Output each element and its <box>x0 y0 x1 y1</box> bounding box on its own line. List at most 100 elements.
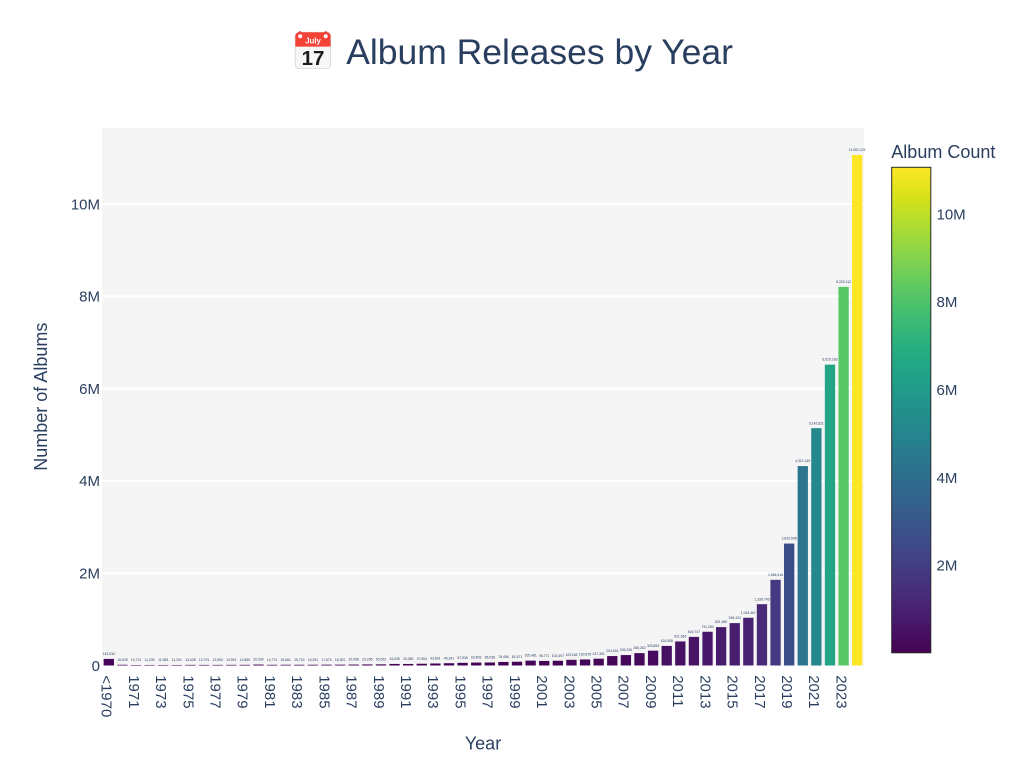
svg-text:1977: 1977 <box>206 675 223 708</box>
svg-text:521,562: 521,562 <box>674 635 686 639</box>
svg-text:2M: 2M <box>79 566 100 583</box>
svg-text:65,038: 65,038 <box>485 656 495 660</box>
svg-text:619,747: 619,747 <box>688 630 700 634</box>
svg-text:2017: 2017 <box>751 675 768 708</box>
svg-text:<1970: <1970 <box>98 675 115 717</box>
svg-text:2015: 2015 <box>724 675 741 708</box>
svg-text:6M: 6M <box>79 381 100 398</box>
svg-text:14,565: 14,565 <box>240 658 250 662</box>
svg-text:2,642,545: 2,642,545 <box>782 537 797 541</box>
svg-text:10M: 10M <box>71 196 100 213</box>
svg-text:2005: 2005 <box>587 675 604 708</box>
svg-text:143,034: 143,034 <box>103 652 115 656</box>
svg-text:5,142,811: 5,142,811 <box>809 421 824 425</box>
svg-text:76,456: 76,456 <box>498 655 508 659</box>
svg-text:20,330: 20,330 <box>253 658 263 662</box>
svg-text:81,571: 81,571 <box>512 655 522 659</box>
svg-text:4M: 4M <box>937 470 958 487</box>
svg-text:4M: 4M <box>79 473 100 490</box>
svg-text:731,254: 731,254 <box>701 625 713 629</box>
svg-text:13,608: 13,608 <box>185 658 195 662</box>
svg-text:8,203,112: 8,203,112 <box>836 280 851 284</box>
svg-text:1985: 1985 <box>315 675 332 708</box>
svg-text:37,964: 37,964 <box>417 657 427 661</box>
svg-text:2001: 2001 <box>533 675 550 708</box>
svg-text:1993: 1993 <box>424 675 441 708</box>
svg-text:57,935: 57,935 <box>457 656 467 660</box>
svg-text:102,497: 102,497 <box>552 654 564 658</box>
svg-text:1975: 1975 <box>179 675 196 708</box>
svg-text:43,801: 43,801 <box>430 657 440 661</box>
svg-text:204,631: 204,631 <box>606 649 618 653</box>
svg-text:1983: 1983 <box>288 675 305 708</box>
svg-text:Album Releases by Year: Album Releases by Year <box>346 32 733 72</box>
svg-text:16,251: 16,251 <box>308 658 318 662</box>
svg-text:63,503: 63,503 <box>471 656 481 660</box>
svg-text:123,169: 123,169 <box>565 653 577 657</box>
svg-text:12,791: 12,791 <box>199 658 209 662</box>
svg-text:2003: 2003 <box>560 675 577 708</box>
svg-text:49,341: 49,341 <box>444 656 454 660</box>
svg-text:10M: 10M <box>937 206 966 223</box>
svg-text:98,771: 98,771 <box>539 654 549 658</box>
svg-text:10,713: 10,713 <box>131 658 141 662</box>
svg-text:Album Count: Album Count <box>891 142 995 162</box>
svg-text:1,034,467: 1,034,467 <box>741 611 756 615</box>
svg-text:8M: 8M <box>937 294 958 311</box>
svg-text:23,295: 23,295 <box>362 658 372 662</box>
svg-text:6,519,183: 6,519,183 <box>822 358 837 362</box>
svg-text:2023: 2023 <box>832 675 849 708</box>
svg-text:918,424: 918,424 <box>729 616 741 620</box>
svg-text:Year: Year <box>465 734 501 754</box>
svg-text:1999: 1999 <box>506 675 523 708</box>
svg-text:13,991: 13,991 <box>226 658 236 662</box>
svg-text:0: 0 <box>92 658 100 675</box>
svg-text:2007: 2007 <box>615 675 632 708</box>
svg-text:12,954: 12,954 <box>212 658 222 662</box>
svg-text:2021: 2021 <box>805 675 822 708</box>
svg-text:1995: 1995 <box>451 675 468 708</box>
svg-text:2011: 2011 <box>669 675 686 707</box>
svg-text:1997: 1997 <box>479 675 496 708</box>
svg-text:1,856,315: 1,856,315 <box>768 573 783 577</box>
svg-text:4,321,149: 4,321,149 <box>795 459 810 463</box>
svg-text:18,391: 18,391 <box>335 658 345 662</box>
svg-text:11,583: 11,583 <box>158 658 168 662</box>
svg-text:1,328,745: 1,328,745 <box>754 597 769 601</box>
svg-text:2013: 2013 <box>696 675 713 708</box>
svg-text:1991: 1991 <box>397 675 414 708</box>
svg-text:6M: 6M <box>937 382 958 399</box>
svg-text:320,892: 320,892 <box>647 644 659 648</box>
svg-text:14,774: 14,774 <box>267 658 277 662</box>
svg-text:268,262: 268,262 <box>633 646 645 650</box>
svg-text:1973: 1973 <box>152 675 169 708</box>
svg-text:1979: 1979 <box>234 675 251 708</box>
svg-text:1989: 1989 <box>370 675 387 708</box>
svg-text:17: 17 <box>302 47 325 70</box>
svg-text:831,960: 831,960 <box>715 620 727 624</box>
svg-text:11,030: 11,030 <box>145 658 155 662</box>
svg-text:34,035: 34,035 <box>389 657 399 661</box>
svg-text:15,661: 15,661 <box>281 658 291 662</box>
svg-text:Number of Albums: Number of Albums <box>31 323 51 471</box>
svg-text:11,062,224: 11,062,224 <box>849 148 866 152</box>
svg-text:130,675: 130,675 <box>579 653 591 657</box>
svg-text:20,098: 20,098 <box>349 658 359 662</box>
svg-text:147,391: 147,391 <box>593 652 605 656</box>
svg-text:July: July <box>305 36 321 45</box>
svg-text:2M: 2M <box>937 558 958 575</box>
svg-text:15,549: 15,549 <box>117 658 127 662</box>
svg-text:424,508: 424,508 <box>661 639 673 643</box>
svg-text:1981: 1981 <box>261 675 278 708</box>
svg-text:105,481: 105,481 <box>524 654 536 658</box>
svg-text:25,002: 25,002 <box>376 657 386 661</box>
svg-text:11,201: 11,201 <box>172 658 182 662</box>
svg-text:1987: 1987 <box>343 675 360 708</box>
svg-text:17,670: 17,670 <box>321 658 331 662</box>
svg-text:2019: 2019 <box>778 675 795 708</box>
svg-text:2009: 2009 <box>642 675 659 708</box>
svg-text:226,226: 226,226 <box>620 648 632 652</box>
svg-text:8M: 8M <box>79 289 100 306</box>
svg-text:15,715: 15,715 <box>294 658 304 662</box>
svg-text:1971: 1971 <box>125 675 142 708</box>
